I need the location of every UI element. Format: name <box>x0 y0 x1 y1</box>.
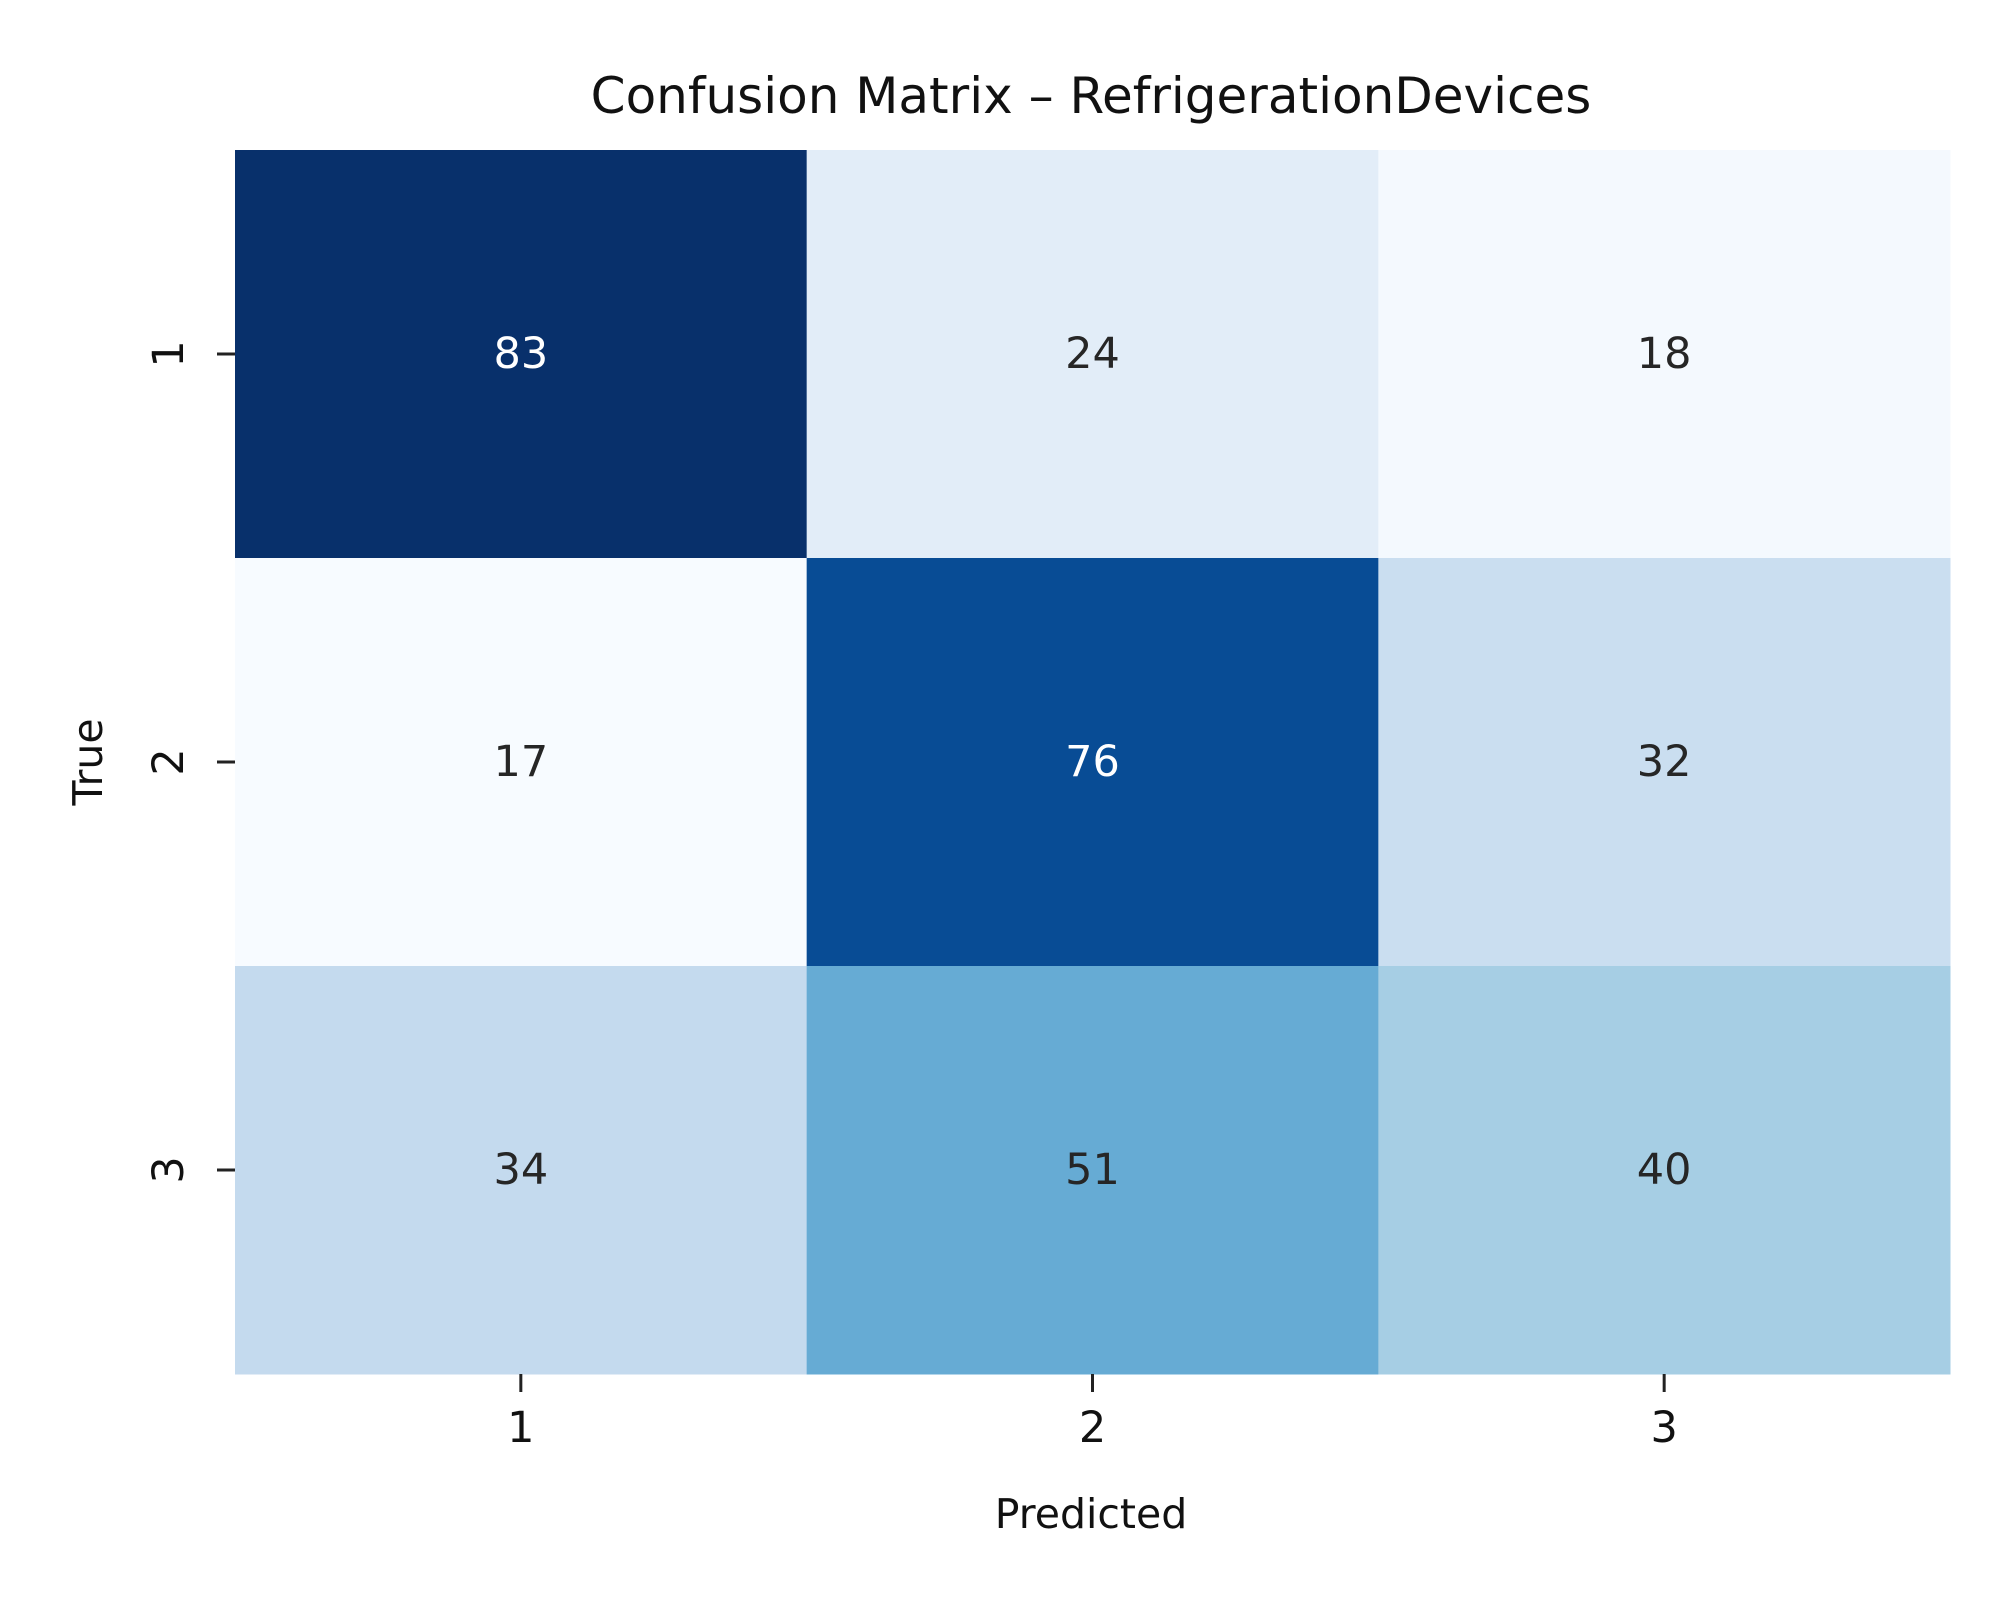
heatmap-cell-2-1 <box>235 558 808 967</box>
heatmap-cell-3-3 <box>1378 966 1951 1375</box>
cell-value-label-3-2: 51 <box>1065 1145 1120 1195</box>
y-tick-label-1: 1 <box>144 340 194 367</box>
x-tick-label-1: 1 <box>507 1403 534 1453</box>
heatmap-cell-2-3 <box>1378 558 1951 967</box>
y-tick-label-2: 2 <box>144 748 194 775</box>
cell-value-label-2-2: 76 <box>1065 737 1120 787</box>
cell-value-label-2-1: 17 <box>493 737 548 787</box>
cell-value-label-3-1: 34 <box>493 1145 548 1195</box>
chart-title: Confusion Matrix – RefrigerationDevices <box>591 67 1592 125</box>
heatmap-cell-1-2 <box>806 150 1379 559</box>
y-tick-label-3: 3 <box>144 1156 194 1183</box>
x-axis-label: Predicted <box>995 1490 1187 1538</box>
x-axis-ticks: 1 2 3 <box>507 1374 1678 1453</box>
x-tick-label-2: 2 <box>1079 1403 1106 1453</box>
heatmap-cell-2-2 <box>806 558 1379 967</box>
x-tick-label-3: 3 <box>1650 1403 1677 1453</box>
heatmap-cell-3-2 <box>806 966 1379 1375</box>
heatmap-cells <box>235 150 1951 1375</box>
heatmap-cell-1-1 <box>235 150 808 559</box>
cell-value-label-2-3: 32 <box>1637 737 1692 787</box>
heatmap-cell-3-1 <box>235 966 808 1375</box>
heatmap-cell-1-3 <box>1378 150 1951 559</box>
heatmap-value-labels: 83 24 18 17 76 32 34 51 40 <box>493 329 1691 1195</box>
cell-value-label-3-3: 40 <box>1637 1145 1692 1195</box>
y-axis-ticks: 1 2 3 <box>144 340 235 1184</box>
cell-value-label-1-2: 24 <box>1065 329 1120 379</box>
cell-value-label-1-3: 18 <box>1637 329 1692 379</box>
y-axis-label: True <box>64 718 112 806</box>
cell-value-label-1-1: 83 <box>493 329 548 379</box>
